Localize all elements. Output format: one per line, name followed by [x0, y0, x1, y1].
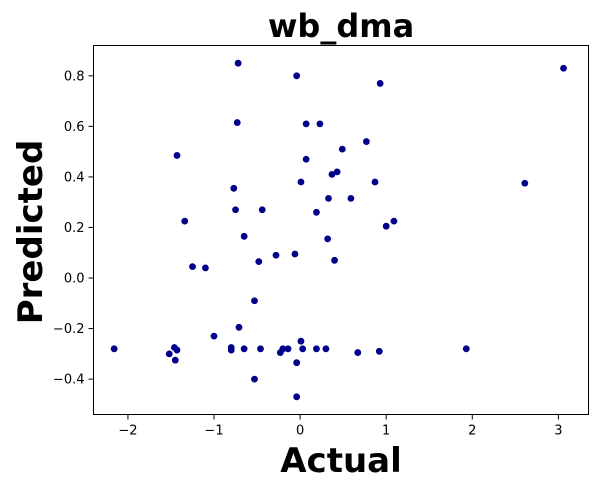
y-tick-label: −0.2: [53, 322, 85, 337]
data-point: [371, 178, 379, 186]
x-tick-label: −1: [204, 424, 223, 439]
data-point: [210, 332, 218, 340]
data-point: [171, 344, 178, 351]
x-tick-label: 1: [382, 424, 390, 439]
y-tick-label: 0.0: [64, 272, 85, 287]
data-point: [313, 345, 320, 353]
data-point: [276, 349, 284, 356]
data-point: [293, 72, 301, 80]
data-point: [165, 350, 173, 358]
data-point: [173, 152, 181, 159]
data-point: [560, 64, 567, 72]
data-point: [362, 138, 370, 145]
data-point: [234, 59, 242, 67]
data-point: [291, 250, 299, 258]
data-point: [462, 345, 470, 353]
data-point: [232, 206, 239, 214]
data-point: [328, 170, 336, 178]
data-point: [521, 179, 529, 187]
data-point: [202, 264, 209, 272]
data-point: [375, 347, 383, 355]
x-tick-label: 0: [296, 424, 304, 439]
y-tick-label: 0.4: [64, 170, 85, 185]
data-point: [299, 345, 307, 353]
data-point: [382, 222, 390, 230]
y-axis: −0.4 −0.2 0.0 0.2 0.4 0.6 0.8: [53, 69, 94, 388]
data-point: [376, 80, 384, 87]
data-point: [235, 323, 243, 331]
data-point: [233, 119, 241, 126]
data-point: [171, 356, 179, 364]
x-tick-label: −2: [118, 424, 137, 439]
data-point: [297, 337, 305, 345]
plot-frame: [93, 45, 589, 415]
data-point: [302, 120, 310, 128]
x-tick-label: 2: [468, 424, 476, 439]
data-point: [313, 208, 320, 216]
data-point: [257, 345, 264, 353]
data-point: [240, 345, 248, 353]
data-point: [325, 195, 332, 202]
data-point: [302, 155, 310, 163]
data-point: [293, 393, 301, 401]
y-tick-label: 0.2: [64, 221, 85, 236]
data-point: [189, 263, 196, 271]
plot-area: [110, 59, 567, 401]
data-point: [354, 349, 362, 356]
data-point: [324, 235, 332, 243]
data-point: [338, 145, 346, 153]
x-axis: −2 −1 0 1 2 3: [118, 414, 563, 439]
chart-title: wb_dma: [268, 7, 414, 45]
y-axis-label: Predicted: [11, 140, 51, 325]
data-point: [390, 217, 398, 225]
data-point: [181, 217, 189, 225]
y-tick-label: −0.4: [53, 373, 85, 388]
data-point: [297, 178, 305, 186]
data-point: [251, 375, 258, 383]
data-point: [322, 345, 330, 353]
data-point: [316, 120, 324, 128]
data-point: [258, 206, 266, 214]
data-point: [255, 258, 263, 265]
data-point: [272, 251, 280, 259]
data-point: [110, 345, 118, 353]
data-point: [331, 256, 338, 264]
data-point: [240, 232, 248, 240]
data-point: [293, 359, 301, 367]
x-axis-label: Actual: [280, 441, 402, 481]
data-point: [347, 195, 355, 202]
data-point: [227, 346, 235, 354]
x-tick-label: 3: [554, 424, 562, 439]
data-point: [333, 168, 341, 176]
data-point: [230, 184, 238, 192]
y-tick-label: 0.8: [64, 69, 85, 84]
data-point: [251, 297, 258, 305]
y-tick-label: 0.6: [64, 120, 85, 135]
data-point: [284, 345, 292, 353]
